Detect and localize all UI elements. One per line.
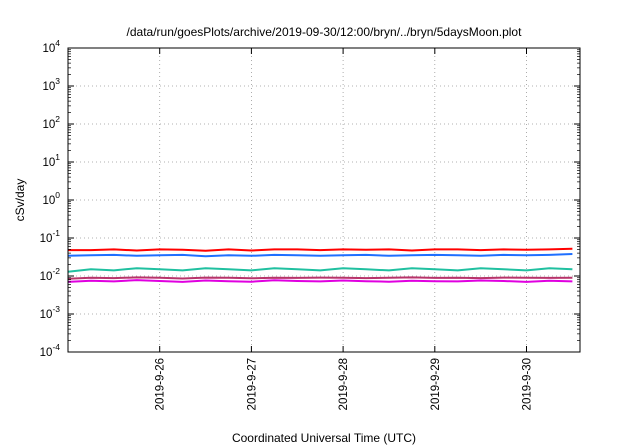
series-line-5 [67, 279, 573, 283]
chart-title: /data/run/goesPlots/archive/2019-09-30/1… [127, 25, 523, 39]
x-tick-label: 2019-9-28 [338, 358, 350, 410]
series-line-3 [67, 267, 573, 273]
series-lines [67, 247, 573, 283]
x-tick-label: 2019-9-27 [246, 358, 258, 410]
y-axis-label: cSv/day [13, 179, 27, 222]
x-ticks: 2019-9-26 2019-9-27 2019-9-28 2019-9-29 2019… [155, 48, 534, 410]
x-tick-label: 2019-9-26 [155, 358, 167, 410]
y-tick-label: 10-3 [40, 304, 61, 321]
grid [68, 48, 580, 352]
y-tick-label: 103 [42, 76, 60, 93]
y-tick-label: 102 [42, 114, 60, 131]
series-line-2 [67, 253, 573, 258]
y-tick-label: 100 [42, 190, 60, 207]
y-tick-label: 10-4 [40, 342, 61, 359]
series-line-1 [68, 247, 573, 252]
series-line-4 [67, 276, 573, 280]
y-tick-label: 10-1 [40, 228, 61, 245]
y-tick-label: 10-2 [40, 266, 61, 283]
y-tick-label: 101 [42, 152, 60, 169]
x-tick-label: 2019-9-29 [430, 358, 442, 410]
x-tick-label: 2019-9-30 [522, 358, 534, 410]
y-tick-label: 104 [42, 38, 60, 55]
x-axis-label: Coordinated Universal Time (UTC) [232, 431, 416, 445]
